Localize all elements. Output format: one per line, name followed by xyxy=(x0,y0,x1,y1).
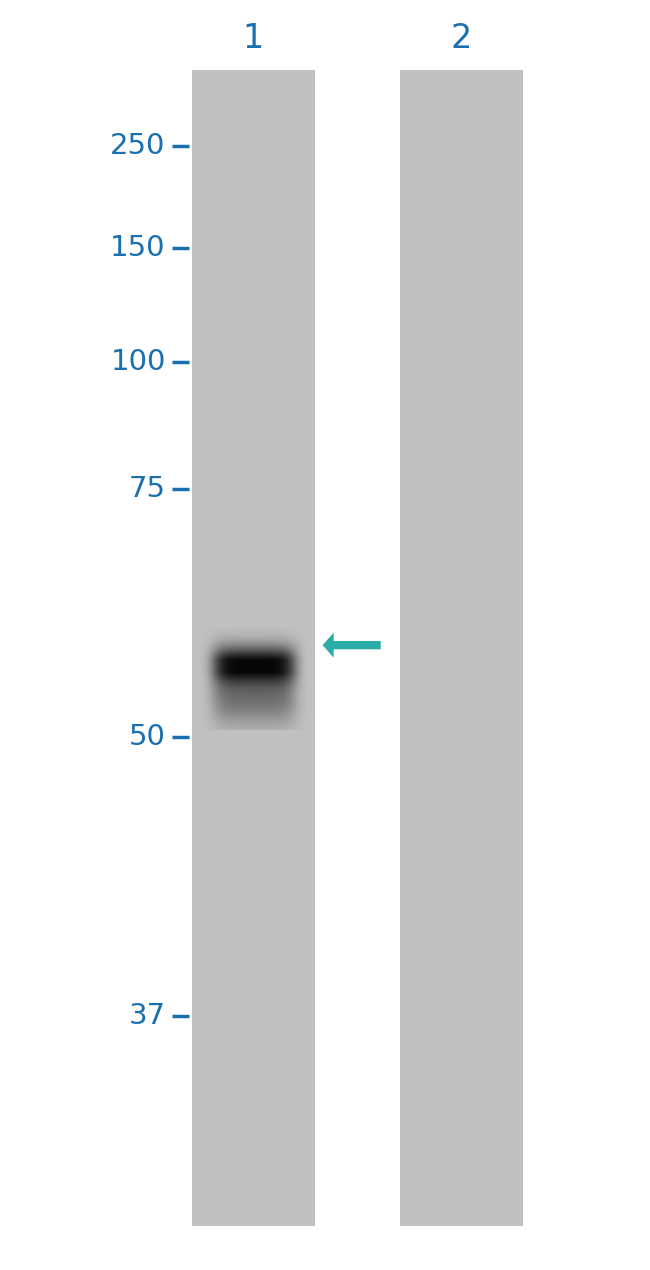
Text: 1: 1 xyxy=(243,22,264,55)
Text: 150: 150 xyxy=(111,234,166,262)
Text: 100: 100 xyxy=(111,348,166,376)
Text: 75: 75 xyxy=(129,475,166,503)
Text: 50: 50 xyxy=(129,723,166,751)
Text: 37: 37 xyxy=(129,1002,166,1030)
Bar xyxy=(400,70,523,1226)
Bar xyxy=(192,70,315,1226)
Text: 250: 250 xyxy=(111,132,166,160)
Text: 2: 2 xyxy=(451,22,472,55)
